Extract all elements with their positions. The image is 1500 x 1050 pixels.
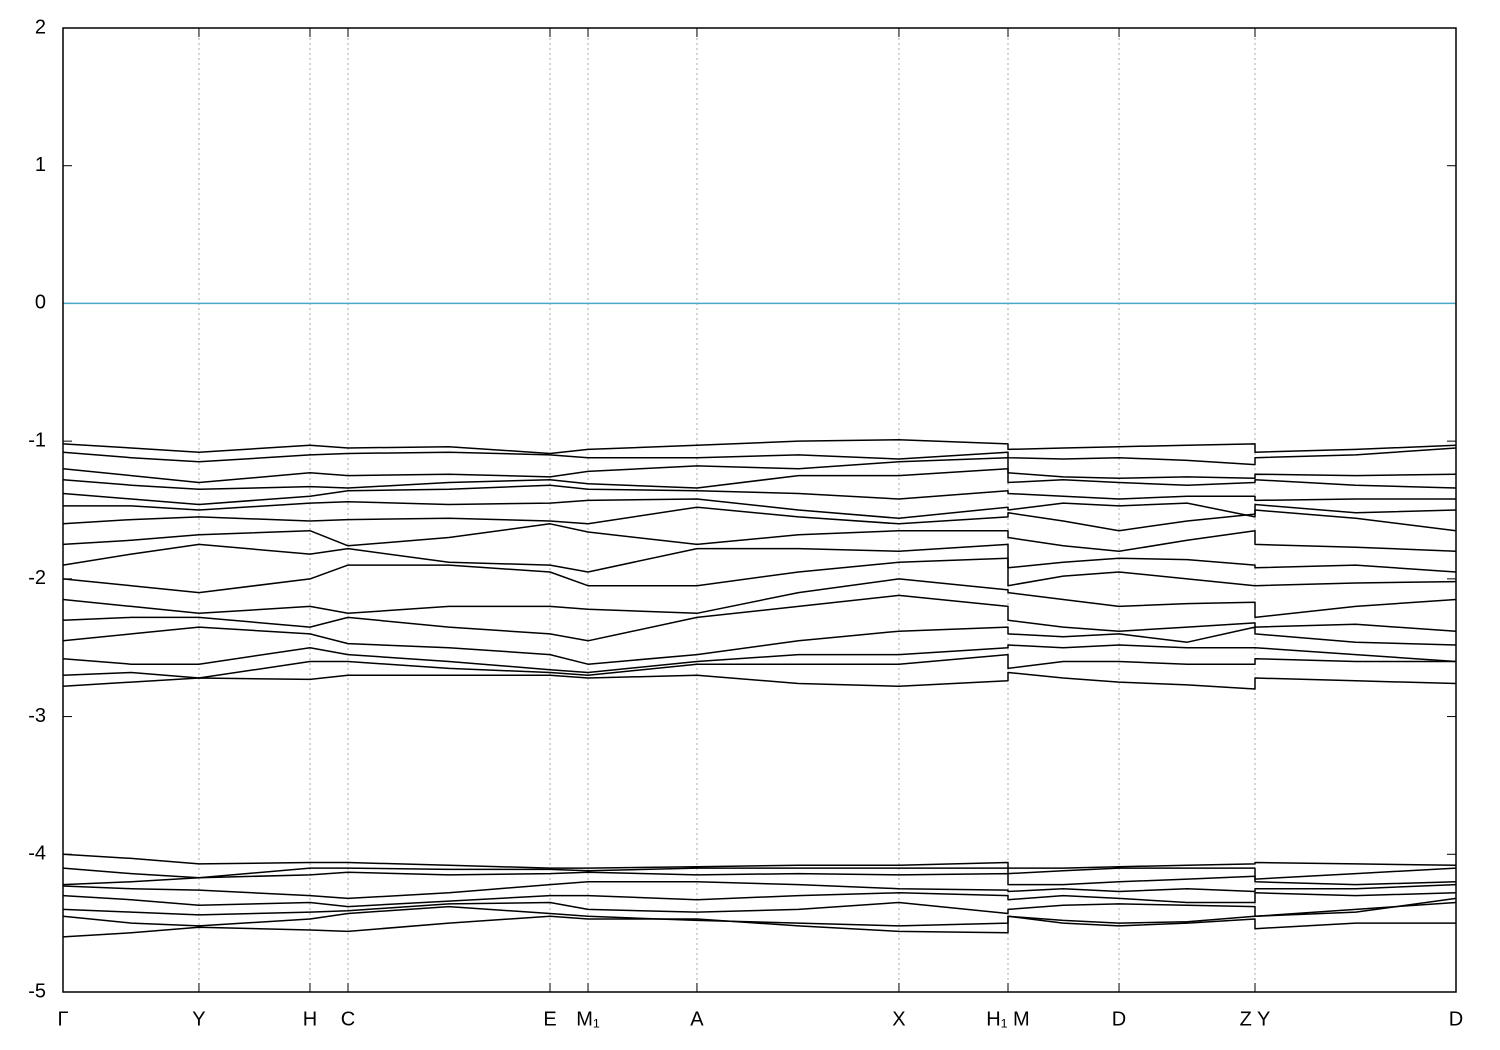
- band: [62, 892, 1457, 908]
- band: [62, 456, 1457, 484]
- band: [62, 484, 1456, 506]
- y-tick-label: -4: [28, 843, 46, 865]
- band: [62, 901, 1457, 918]
- band: [62, 671, 1457, 690]
- band: [62, 543, 1457, 573]
- band: [62, 626, 1457, 665]
- y-tick-label: 1: [35, 154, 46, 176]
- band: [62, 653, 1456, 679]
- band: [62, 523, 1457, 553]
- x-tick-label: Y: [192, 1008, 205, 1030]
- y-tick-label: 2: [35, 16, 46, 38]
- band: [62, 881, 1457, 900]
- x-tick-label: H₁ M: [986, 1008, 1029, 1030]
- y-tick-label: -2: [28, 567, 46, 589]
- x-tick-label: E: [543, 1008, 556, 1030]
- band: [62, 447, 1457, 466]
- x-tick-label: M₁: [576, 1008, 600, 1030]
- x-tick-label: X: [892, 1008, 905, 1030]
- band: [62, 915, 1456, 938]
- band: [62, 853, 1457, 869]
- plot-frame: [62, 27, 1457, 993]
- x-tick-label: H: [303, 1008, 317, 1030]
- x-tick-label: D: [1449, 1008, 1463, 1030]
- band: [62, 557, 1457, 594]
- band: [62, 867, 1457, 880]
- y-tick-label: -3: [28, 705, 46, 727]
- x-tick-label: Z Y: [1240, 1008, 1271, 1030]
- y-tick-label: -5: [28, 980, 46, 1002]
- y-tick-label: -1: [28, 429, 46, 451]
- band: [62, 439, 1457, 455]
- x-tick-label: C: [341, 1008, 355, 1030]
- band: [62, 871, 1457, 886]
- band: [62, 506, 1457, 532]
- x-tick-label: Γ: [57, 1008, 68, 1030]
- x-tick-label: A: [690, 1008, 704, 1030]
- band: [62, 578, 1457, 619]
- band: [62, 467, 1457, 491]
- band: [62, 897, 1457, 927]
- x-tick-label: D: [1112, 1008, 1126, 1030]
- band: [62, 594, 1457, 642]
- band: [62, 644, 1457, 674]
- y-tick-label: 0: [35, 292, 46, 314]
